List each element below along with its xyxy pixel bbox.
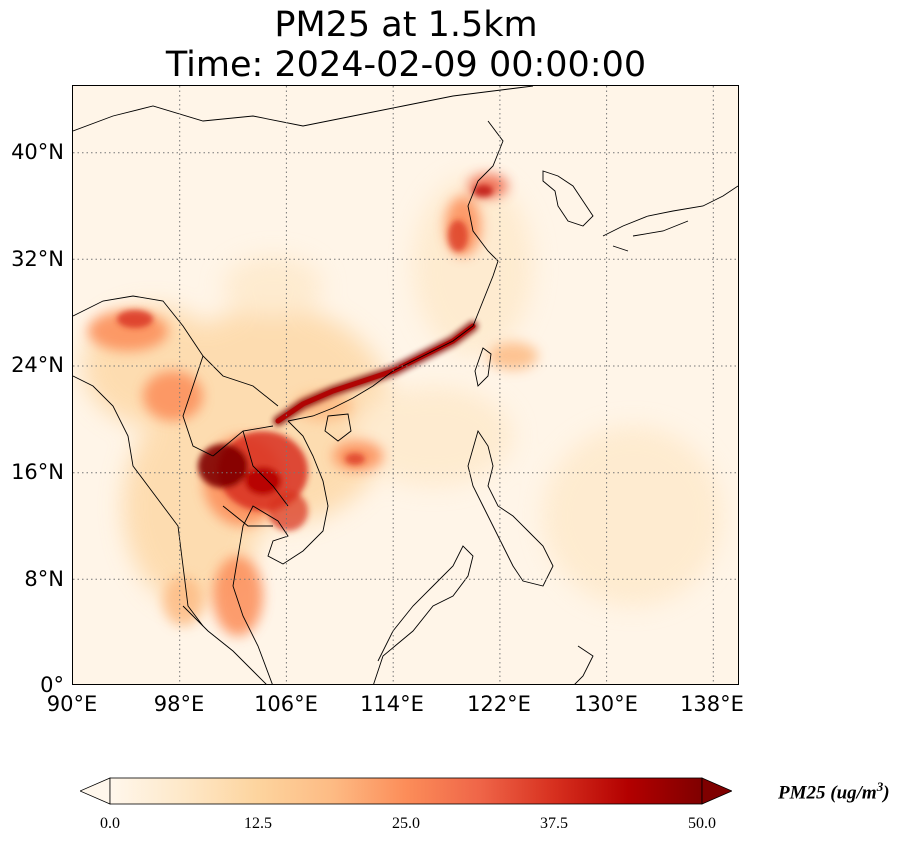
map-panel [72,85,739,685]
china-coastline [287,120,504,422]
lat-label-24n: 24°N [11,353,64,377]
lon-label-106e: 106°E [254,692,318,716]
lat-label-0: 0° [40,673,64,697]
lat-label-8n: 8°N [24,567,64,591]
map-title-line2: Time: 2024-02-09 00:00:00 [165,45,647,85]
indochina-coastline [232,420,329,684]
lon-label-130e: 130°E [574,692,638,716]
pm25-field-map [73,86,738,684]
colorbar-tick-25: 25.0 [392,815,420,832]
philippines-coastline [467,429,554,587]
colorbar-graphic [78,777,734,805]
lat-label-40n: 40°N [11,140,64,164]
lon-label-122e: 122°E [467,692,531,716]
inner-borders [73,295,289,527]
lat-label-32n: 32°N [11,247,64,271]
myanmar-coastline [73,375,204,627]
colorbar-extend-low [78,777,111,805]
lat-label-16n: 16°N [11,460,64,484]
hainan-coastline [324,413,352,442]
colorbar-gradient [109,777,703,805]
lon-label-114e: 114°E [360,692,424,716]
korea-coastline [542,170,594,227]
borneo-coastline [373,545,474,684]
lon-label-90e: 90°E [46,692,98,716]
graticule [73,86,738,684]
japan-coastline [602,185,738,252]
taiwan-coastline [474,347,492,387]
sulawesi-coastline [574,645,594,684]
colorbar-tick-12-5: 12.5 [244,815,272,832]
lon-label-98e: 98°E [153,692,205,716]
coastlines [73,86,738,684]
sumatra-coastline [182,605,267,684]
colorbar-tick-0: 0.0 [100,815,120,832]
colorbar-tick-37-5: 37.5 [540,815,568,832]
colorbar [78,776,734,806]
colorbar-tick-50: 50.0 [688,815,716,832]
colorbar-label: PM25 (ug/m3) [778,779,890,804]
lon-label-138e: 138°E [680,692,744,716]
colorbar-extend-high [701,777,734,805]
map-title-line1: PM25 at 1.5km [274,5,538,45]
mongolia-border [73,86,534,132]
